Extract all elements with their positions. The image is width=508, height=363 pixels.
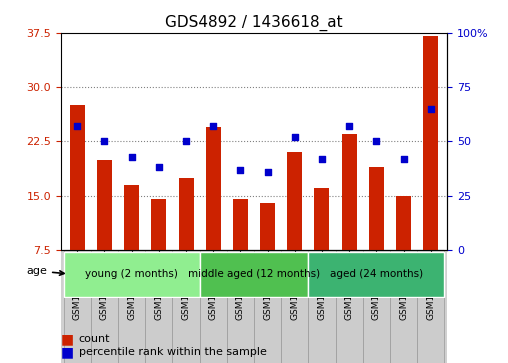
Text: middle aged (12 months): middle aged (12 months) — [188, 269, 320, 279]
Bar — [260, 203, 275, 250]
Bar — [363, 250, 390, 363]
Text: young (2 months): young (2 months) — [85, 269, 178, 279]
Bar — [61, 250, 447, 363]
Bar — [342, 134, 357, 250]
Bar — [281, 250, 308, 363]
Text: percentile rank within the sample: percentile rank within the sample — [79, 347, 267, 357]
Point — [128, 154, 136, 159]
Point — [182, 138, 190, 144]
Point — [318, 156, 326, 162]
FancyBboxPatch shape — [64, 252, 200, 297]
Point — [236, 167, 244, 172]
Point — [73, 123, 81, 129]
Bar — [308, 250, 336, 363]
Bar — [172, 250, 200, 363]
Bar — [254, 250, 281, 363]
Text: ■: ■ — [61, 333, 74, 346]
Bar — [423, 36, 438, 250]
Bar — [390, 250, 417, 363]
Point — [291, 134, 299, 140]
Text: age: age — [26, 266, 64, 276]
Bar — [97, 159, 112, 250]
Bar — [200, 250, 227, 363]
Bar — [369, 167, 384, 250]
Bar — [396, 196, 411, 250]
Bar — [64, 250, 91, 363]
Bar — [227, 250, 254, 363]
Bar — [336, 250, 363, 363]
Bar — [417, 250, 444, 363]
Text: aged (24 months): aged (24 months) — [330, 269, 423, 279]
Bar — [151, 199, 166, 250]
Bar — [124, 185, 139, 250]
Point — [101, 138, 109, 144]
Bar — [145, 250, 172, 363]
Text: count: count — [79, 334, 110, 344]
Point — [399, 156, 407, 162]
Point — [209, 123, 217, 129]
Bar — [178, 178, 194, 250]
FancyBboxPatch shape — [308, 252, 444, 297]
Bar — [288, 152, 302, 250]
Point — [155, 164, 163, 170]
Point — [345, 123, 353, 129]
Point — [264, 169, 272, 175]
Bar — [91, 250, 118, 363]
Point — [427, 106, 435, 112]
Bar — [314, 188, 330, 250]
Bar — [206, 127, 220, 250]
Bar — [118, 250, 145, 363]
Text: ■: ■ — [61, 345, 74, 359]
Bar — [233, 199, 248, 250]
Bar — [70, 105, 85, 250]
FancyBboxPatch shape — [200, 252, 308, 297]
Point — [372, 138, 380, 144]
Title: GDS4892 / 1436618_at: GDS4892 / 1436618_at — [165, 15, 343, 31]
